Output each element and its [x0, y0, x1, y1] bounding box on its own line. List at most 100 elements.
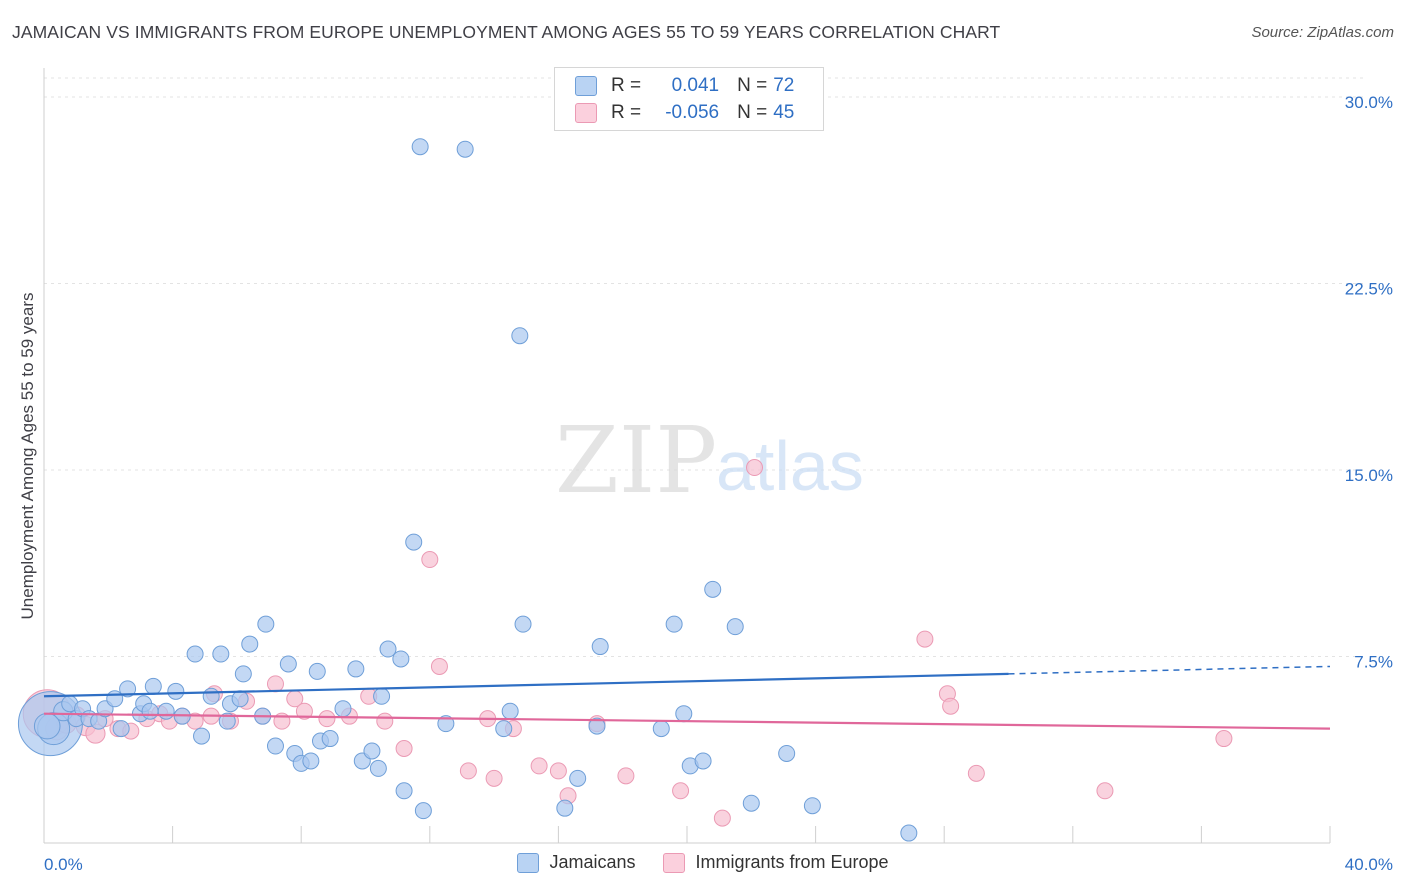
point-jamaicans	[437, 715, 455, 733]
point-jamaicans	[363, 742, 381, 760]
legend-r-label: R =	[611, 102, 642, 123]
point-jamaicans	[257, 615, 275, 633]
point-jamaicans	[144, 677, 162, 695]
series-label-jamaicans: Jamaicans	[549, 852, 636, 872]
point-jamaicans	[665, 615, 683, 633]
point-jamaicans	[414, 802, 432, 820]
point-europe	[376, 712, 394, 730]
trend-line-jamaicans-projection	[1008, 665, 1331, 675]
point-europe	[318, 710, 336, 728]
point-jamaicans	[119, 680, 137, 698]
point-europe	[485, 769, 503, 787]
trend-line-jamaicans	[43, 672, 1009, 698]
gridlines	[44, 77, 1365, 657]
point-jamaicans	[501, 702, 519, 720]
point-europe	[430, 657, 448, 675]
legend-r-label: R =	[611, 75, 642, 96]
legend-swatch-europe	[575, 103, 597, 123]
y-tick-label: 15.0%	[1345, 466, 1393, 485]
series-legend-europe: Immigrants from Europe	[663, 852, 889, 873]
point-europe	[1215, 730, 1233, 748]
series-label-europe: Immigrants from Europe	[695, 852, 889, 872]
point-jamaicans	[694, 752, 712, 770]
legend-r-value: -0.056	[665, 102, 720, 123]
point-jamaicans	[411, 138, 429, 156]
point-europe	[942, 697, 960, 715]
legend-row-europe: R = -0.056 N = 45	[575, 101, 794, 125]
point-jamaicans	[212, 645, 230, 663]
point-europe	[916, 630, 934, 648]
point-jamaicans	[456, 140, 474, 158]
x-tick-label: 40.0%	[1345, 855, 1393, 874]
point-jamaicans	[202, 687, 220, 705]
source-label: Source: ZipAtlas.com	[1251, 24, 1394, 41]
legend-n-value: 45	[773, 102, 795, 123]
tick-labels: 7.5% 15.0% 22.5% 30.0% 0.0% 40.0%	[44, 93, 1393, 874]
point-jamaicans	[241, 635, 259, 653]
y-tick-label: 7.5%	[1354, 653, 1393, 672]
point-europe	[672, 782, 690, 800]
point-jamaicans	[803, 797, 821, 815]
point-jamaicans	[347, 660, 365, 678]
point-europe	[459, 762, 477, 780]
point-jamaicans	[591, 638, 609, 656]
point-jamaicans	[569, 769, 587, 787]
point-jamaicans	[379, 640, 397, 658]
point-jamaicans	[334, 700, 352, 718]
data-points	[17, 138, 1233, 842]
point-jamaicans	[218, 712, 236, 730]
axes	[43, 68, 1331, 844]
point-jamaicans	[193, 727, 211, 745]
y-tick-label: 22.5%	[1345, 280, 1393, 299]
point-jamaicans	[302, 752, 320, 770]
point-jamaicans	[308, 662, 326, 680]
point-jamaicans	[726, 618, 744, 636]
point-jamaicans	[495, 720, 513, 738]
point-jamaicans	[321, 730, 339, 748]
point-europe	[1096, 782, 1114, 800]
point-europe	[713, 809, 731, 827]
point-jamaicans	[514, 615, 532, 633]
series-legend-jamaicans: Jamaicans	[517, 852, 635, 873]
point-europe	[746, 459, 764, 477]
point-europe	[549, 762, 567, 780]
point-jamaicans	[742, 794, 760, 812]
point-europe	[395, 740, 413, 758]
legend-n-label: N =	[737, 102, 768, 123]
correlation-legend: R = 0.041 N = 72 R = -0.056 N = 45	[554, 67, 824, 131]
point-jamaicans	[704, 580, 722, 598]
point-jamaicans	[167, 682, 185, 700]
legend-n-label: N =	[737, 75, 768, 96]
watermark-atlas: atlas	[716, 427, 864, 505]
trend-lines	[43, 665, 1331, 730]
series-legend: Jamaicans Immigrants from Europe	[0, 852, 1406, 873]
trend-line-europe	[43, 712, 1331, 730]
point-jamaicans	[266, 737, 284, 755]
point-jamaicans	[373, 687, 391, 705]
point-jamaicans	[33, 712, 61, 740]
point-jamaicans	[234, 665, 252, 683]
point-jamaicans	[231, 690, 249, 708]
point-europe	[295, 702, 313, 720]
point-jamaicans	[141, 702, 159, 720]
legend-r-value: 0.041	[671, 75, 720, 96]
point-jamaicans	[588, 717, 606, 735]
y-axis-label: Unemployment Among Ages 55 to 59 years	[18, 292, 37, 620]
legend-n-value: 72	[773, 75, 795, 96]
point-jamaicans	[279, 655, 297, 673]
point-jamaicans	[112, 720, 130, 738]
x-tick-label: 0.0%	[44, 855, 83, 874]
point-jamaicans	[186, 645, 204, 663]
point-jamaicans	[511, 327, 529, 345]
point-europe	[266, 675, 284, 693]
point-jamaicans	[900, 824, 918, 842]
series-swatch-europe	[663, 852, 686, 873]
legend-row-jamaicans: R = 0.041 N = 72	[575, 74, 794, 98]
series-swatch-jamaicans	[517, 852, 540, 873]
point-jamaicans	[395, 782, 413, 800]
legend-swatch-jamaicans	[575, 76, 597, 96]
point-jamaicans	[392, 650, 410, 668]
point-jamaicans	[405, 533, 423, 551]
